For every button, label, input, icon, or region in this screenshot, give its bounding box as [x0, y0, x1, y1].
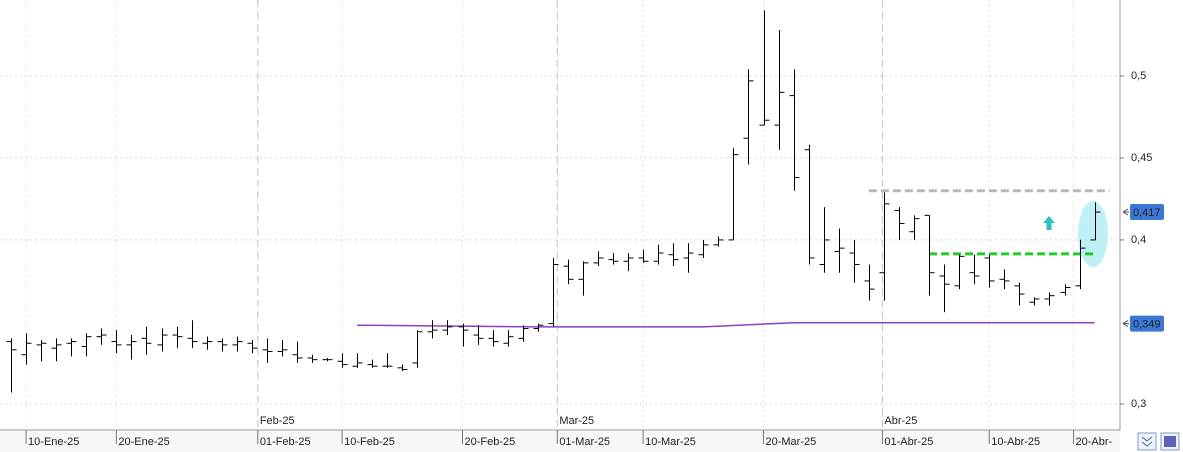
x-axis-band [0, 430, 1120, 452]
up-arrow [1043, 216, 1055, 230]
x-tick-label: 20-Abr- [1076, 436, 1113, 448]
month-label: Feb-25 [260, 415, 295, 427]
highlight-ellipse [1078, 201, 1108, 267]
x-tick-label: 01-Mar-25 [559, 436, 610, 448]
x-tick-label: 10-Mar-25 [645, 436, 696, 448]
zoom-icon [1141, 436, 1153, 447]
save-icon [1164, 436, 1176, 447]
x-tick-label: 01-Abr-25 [884, 436, 933, 448]
price-pointer [1122, 320, 1129, 327]
plot: 0,3 0,4 0,45 0,5 10-Ene-25 20-Ene-25 01-Feb-25… [0, 0, 1164, 448]
price-badge-label: 0,417 [1133, 207, 1161, 219]
x-tick-label: 20-Feb-25 [465, 436, 516, 448]
month-label: Abr-25 [884, 415, 917, 427]
x-tick-label: 20-Mar-25 [766, 436, 817, 448]
y-tick-label: 0,45 [1131, 152, 1152, 164]
price-badge-label: 0,349 [1133, 318, 1161, 330]
moving-average [357, 321, 1095, 328]
y-tick-label: 0,5 [1131, 70, 1146, 82]
x-tick-label: 10-Ene-25 [28, 436, 79, 448]
month-label: Mar-25 [559, 415, 594, 427]
price-pointer [1122, 208, 1129, 216]
x-tick-label: 10-Feb-25 [344, 436, 395, 448]
price-badge [1130, 204, 1164, 221]
y-tick-label: 0,4 [1131, 234, 1146, 246]
x-tick-label: 20-Ene-25 [118, 436, 169, 448]
y-tick-label: 0,3 [1131, 398, 1146, 410]
x-tick-label: 01-Feb-25 [260, 436, 311, 448]
price-badge [1130, 315, 1164, 332]
x-tick-label: 10-Abr-25 [991, 436, 1040, 448]
